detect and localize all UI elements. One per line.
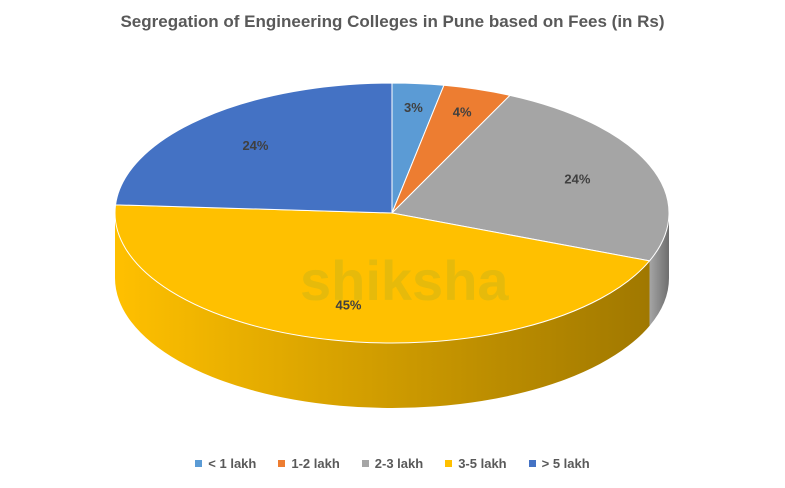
pie-slice-4 [114, 82, 393, 214]
data-label-2: 24% [564, 172, 590, 187]
data-label-0: 3% [404, 100, 423, 115]
legend-item: 1-2 lakh [278, 456, 340, 471]
pie-slice-2 [390, 94, 670, 262]
pie-chart: shiksha 3% 4% 24% 45% 24% [114, 82, 670, 408]
legend-swatch [445, 460, 453, 467]
legend-label: 3-5 lakh [458, 456, 507, 471]
legend-label: < 1 lakh [208, 456, 257, 471]
legend-swatch [195, 460, 203, 467]
watermark: shiksha [300, 249, 509, 312]
legend-label: > 5 lakh [541, 456, 590, 471]
pie-side-3 [114, 213, 650, 408]
legend: < 1 lakh 1-2 lakh 2-3 lakh 3-5 lakh > 5 lakh [0, 456, 785, 471]
legend-swatch [528, 460, 536, 467]
legend-item: 3-5 lakh [445, 456, 507, 471]
legend-label: 2-3 lakh [374, 456, 424, 471]
data-label-1: 4% [453, 105, 472, 120]
legend-item: > 5 lakh [528, 456, 590, 471]
pie-slice-3 [114, 204, 651, 344]
pie-side-2 [649, 213, 669, 326]
legend-swatch [278, 460, 286, 467]
legend-label: 1-2 lakh [291, 456, 340, 471]
data-label-4: 24% [242, 138, 268, 153]
legend-item: < 1 lakh [195, 456, 256, 471]
legend-item: 2-3 lakh [361, 456, 424, 471]
chart-title: Segregation of Engineering Colleges in P… [120, 12, 665, 31]
data-label-3: 45% [335, 297, 361, 312]
legend-swatch [361, 460, 369, 467]
